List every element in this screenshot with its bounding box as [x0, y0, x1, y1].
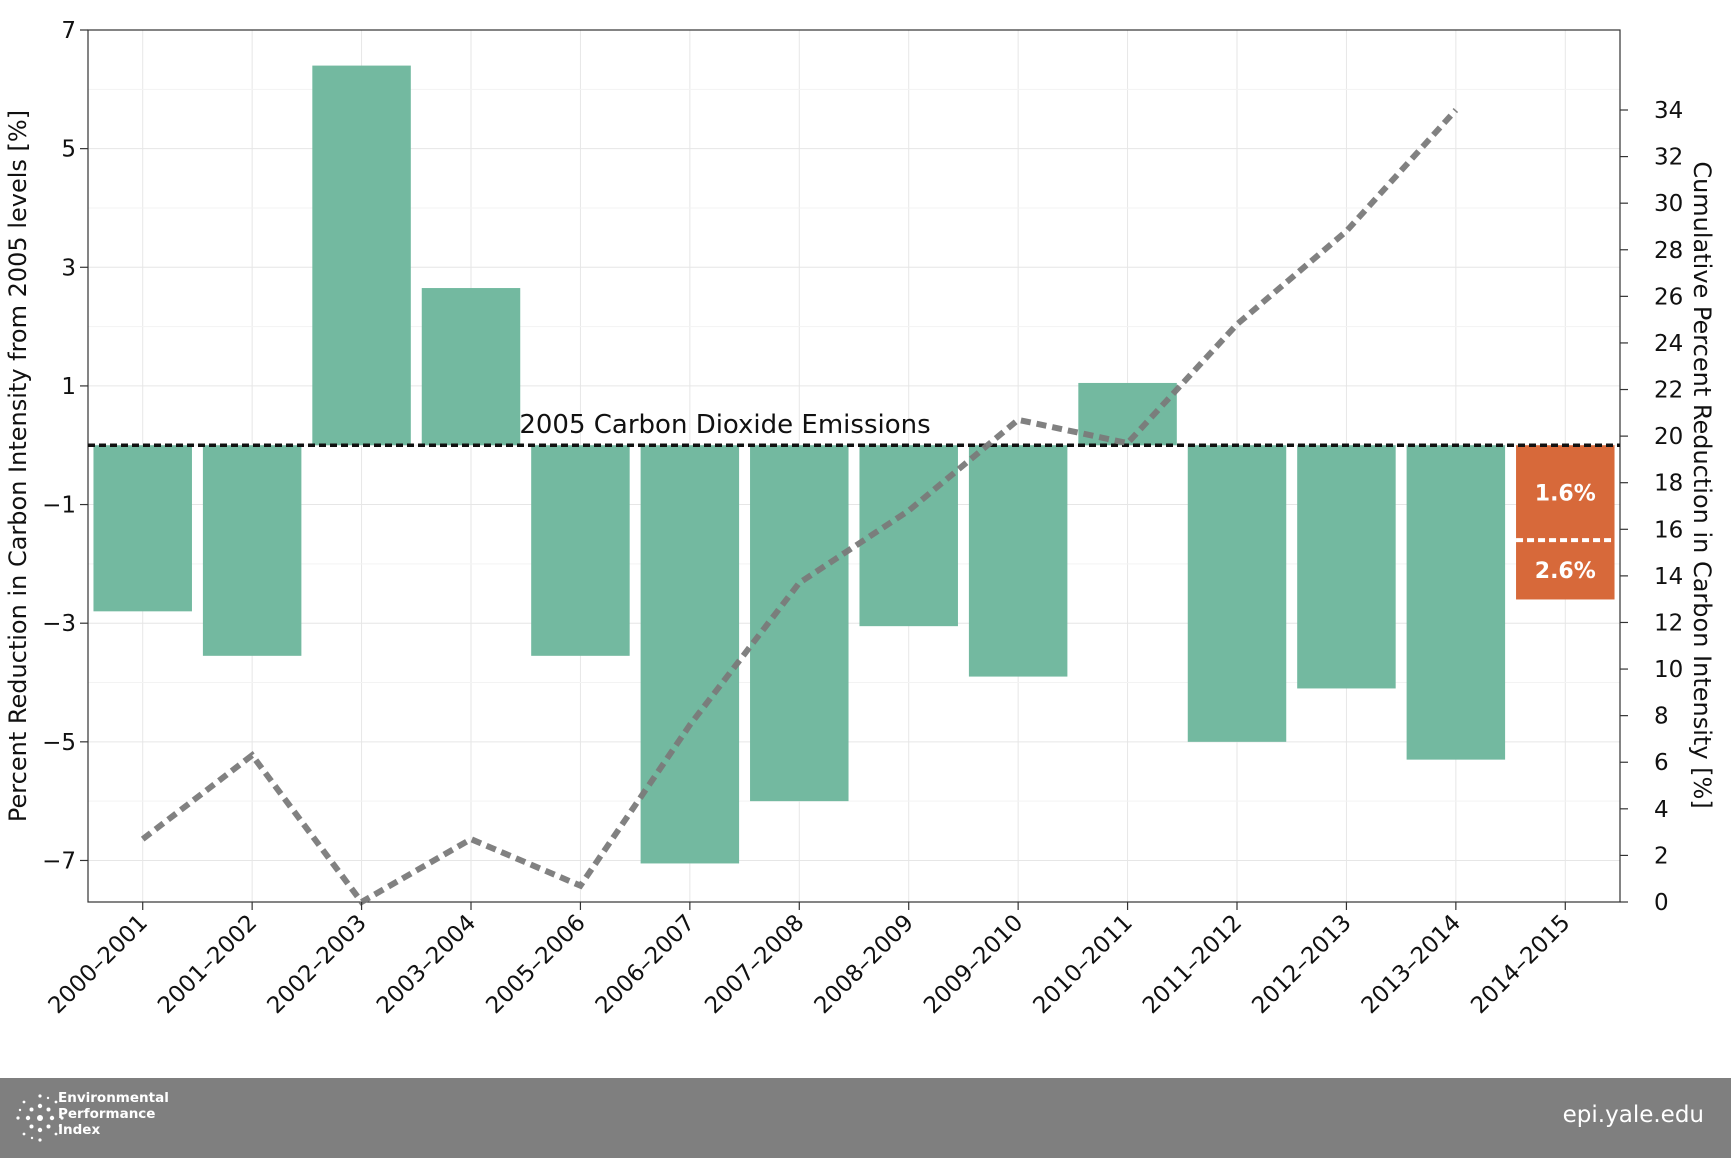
y2-tick-label: 12	[1654, 610, 1683, 636]
y2-tick-label: 32	[1654, 145, 1683, 171]
y-tick-label: −5	[42, 730, 76, 756]
x-tick-label: 2002–2003	[263, 910, 372, 1019]
y2-tick-label: 22	[1654, 378, 1683, 404]
bar	[1187, 445, 1287, 742]
y2-tick-label: 26	[1654, 284, 1683, 310]
bar	[1406, 445, 1506, 760]
y2-tick-label: 30	[1654, 191, 1683, 217]
y-tick-label: 7	[61, 18, 76, 44]
bar	[421, 288, 521, 446]
reference-line-label: 2005 Carbon Dioxide Emissions	[519, 410, 930, 440]
x-tick-label: 2008–2009	[810, 910, 919, 1019]
bar	[531, 445, 630, 656]
y-tick-label: −7	[42, 848, 76, 874]
reference-line-group: 2005 Carbon Dioxide Emissions	[88, 410, 1620, 447]
y2-tick-label: 34	[1654, 98, 1683, 124]
plot-frame	[87, 29, 1621, 903]
y2-axis-label: Cumulative Percent Reduction in Carbon I…	[1688, 161, 1716, 808]
y2-tick-label: 10	[1654, 657, 1683, 683]
y-axis-label: Percent Reduction in Carbon Intensity fr…	[4, 110, 32, 822]
y-tick-label: −3	[42, 611, 76, 637]
y2-tick-label: 8	[1654, 704, 1669, 730]
x-tick-label: 2014–2015	[1466, 910, 1575, 1019]
brand-line: Index	[58, 1122, 101, 1138]
site-url-link[interactable]: epi.yale.edu	[1562, 1102, 1704, 1128]
y2-tick-label: 18	[1654, 471, 1683, 497]
x-tick-label: 2000–2001	[44, 910, 153, 1019]
bars	[93, 65, 1506, 864]
y-tick-label: −1	[42, 493, 76, 519]
projection-bar-group: 1.6% 2.6%	[1516, 445, 1615, 600]
bar	[1078, 382, 1177, 446]
y-tick-label: 3	[61, 255, 76, 281]
brand-name: Environmental Performance Index	[58, 1090, 169, 1138]
bar	[640, 445, 740, 864]
y-tick-label: 5	[61, 137, 76, 163]
x-tick-label: 2011–2012	[1138, 910, 1247, 1019]
bar	[968, 445, 1068, 677]
bar	[93, 445, 192, 612]
brand-line: Performance	[58, 1106, 156, 1122]
y2-tick-label: 14	[1654, 564, 1683, 590]
x-tick-label: 2003–2004	[372, 910, 481, 1019]
bar	[312, 65, 411, 446]
footer: Environmental Performance Index epi.yale…	[0, 1078, 1731, 1158]
x-tick-label: 2001–2002	[153, 910, 262, 1019]
x-tick-label: 2012–2013	[1247, 910, 1356, 1019]
y2-tick-label: 2	[1654, 843, 1669, 869]
y2-tick-label: 28	[1654, 238, 1683, 264]
y2-tick-label: 4	[1654, 797, 1669, 823]
bar	[202, 445, 302, 656]
x-tick-label: 2009–2010	[919, 910, 1028, 1019]
y2-tick-label: 20	[1654, 424, 1683, 450]
projection-bar	[1516, 445, 1615, 600]
x-tick-label: 2007–2008	[700, 910, 809, 1019]
x-tick-label: 2013–2014	[1357, 910, 1466, 1019]
bar	[1297, 445, 1396, 689]
y2-tick-label: 6	[1654, 750, 1669, 776]
x-tick-label: 2005–2006	[481, 910, 590, 1019]
brand-line: Environmental	[58, 1090, 169, 1106]
y2-tick-label: 24	[1654, 331, 1683, 357]
y2-tick-label: 0	[1654, 890, 1669, 916]
chart: 1.6% 2.6% 2005 Carbon Dioxide Emissions 7…	[4, 18, 1716, 1019]
projection-label: 1.6%	[1535, 482, 1596, 507]
x-tick-label: 2010–2011	[1029, 910, 1138, 1019]
epi-logo-icon	[16, 1094, 64, 1142]
y2-tick-label: 16	[1654, 517, 1683, 543]
projection-label: 2.6%	[1535, 559, 1596, 584]
x-tick-label: 2006–2007	[591, 910, 700, 1019]
y-tick-label: 1	[61, 374, 76, 400]
